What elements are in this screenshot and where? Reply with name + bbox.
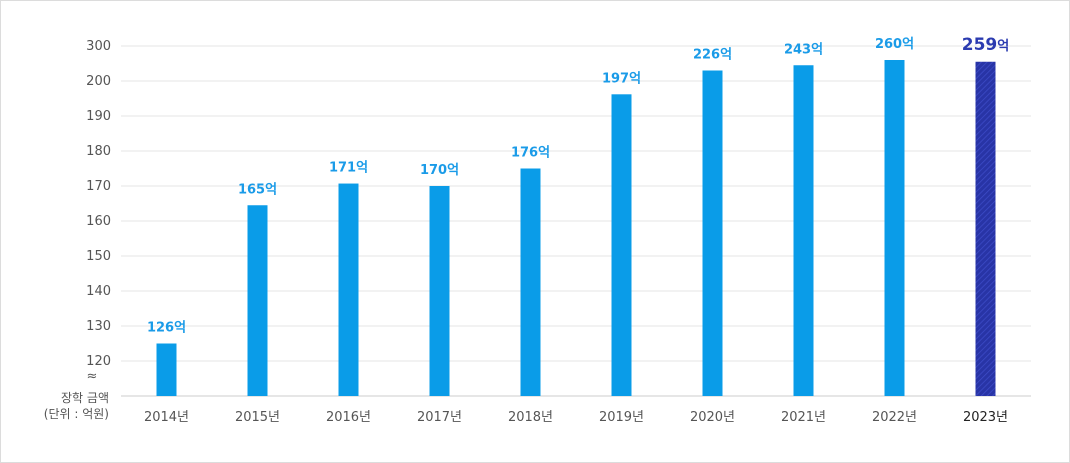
data-label: 176억	[511, 146, 550, 161]
y-tick-label: 120	[86, 354, 111, 369]
bar-2021년	[793, 65, 814, 396]
data-label: 243억	[784, 42, 823, 57]
y-tick-label: 200	[86, 74, 111, 89]
y-tick-label: 130	[86, 319, 111, 334]
bar-2017년	[429, 186, 450, 396]
bar-2022년	[884, 60, 905, 396]
x-axis: 2014년 2015년 2016년 2017년 2018년 2019년 2020년 2021년…	[144, 410, 1008, 425]
y-axis-label-line2: (단위 : 억원)	[44, 407, 109, 421]
x-tick-label: 2020년	[690, 410, 735, 425]
bars	[156, 60, 996, 397]
x-tick-label: 2021년	[781, 410, 826, 425]
data-label: 197억	[602, 71, 641, 86]
gridlines	[121, 45, 1031, 397]
y-tick-label: 180	[86, 144, 111, 159]
data-label: 171억	[329, 161, 368, 176]
x-tick-label: 2019년	[599, 410, 644, 425]
bar-2020년	[702, 70, 723, 396]
y-tick-label: 160	[86, 214, 111, 229]
x-tick-label: 2014년	[144, 410, 189, 425]
x-tick-label: 2023년	[963, 410, 1008, 425]
bar-2014년	[156, 343, 177, 396]
data-label: 226억	[693, 48, 732, 63]
y-tick-label: 150	[86, 249, 111, 264]
x-tick-label: 2018년	[508, 410, 553, 425]
x-tick-label: 2017년	[417, 410, 462, 425]
data-label: 259억	[962, 35, 1009, 55]
y-tick-label: 140	[86, 284, 111, 299]
y-axis-label-line1: 장학 금액	[61, 391, 109, 405]
y-tick-label: 170	[86, 179, 111, 194]
axis-break-mark: ≈	[87, 369, 98, 384]
data-label: 170억	[420, 163, 459, 178]
bar-2016년	[338, 183, 359, 396]
y-axis: 120 130 140 150 160 170 180 190 200 300	[86, 39, 111, 369]
y-tick-label: 190	[86, 109, 111, 124]
bar-2018년	[520, 168, 541, 396]
bar-2015년	[247, 205, 268, 396]
data-labels: 126억 165억 171억 170억 176억 197억 226억 243억 260억 259억	[147, 35, 1009, 336]
data-label: 165억	[238, 182, 277, 197]
x-tick-label: 2016년	[326, 410, 371, 425]
x-tick-label: 2022년	[872, 410, 917, 425]
bar-2023년	[975, 61, 996, 396]
x-tick-label: 2015년	[235, 410, 280, 425]
y-tick-label: 300	[86, 39, 111, 54]
data-label: 126억	[147, 321, 186, 336]
bar-2019년	[611, 94, 632, 397]
data-label: 260억	[875, 37, 914, 52]
